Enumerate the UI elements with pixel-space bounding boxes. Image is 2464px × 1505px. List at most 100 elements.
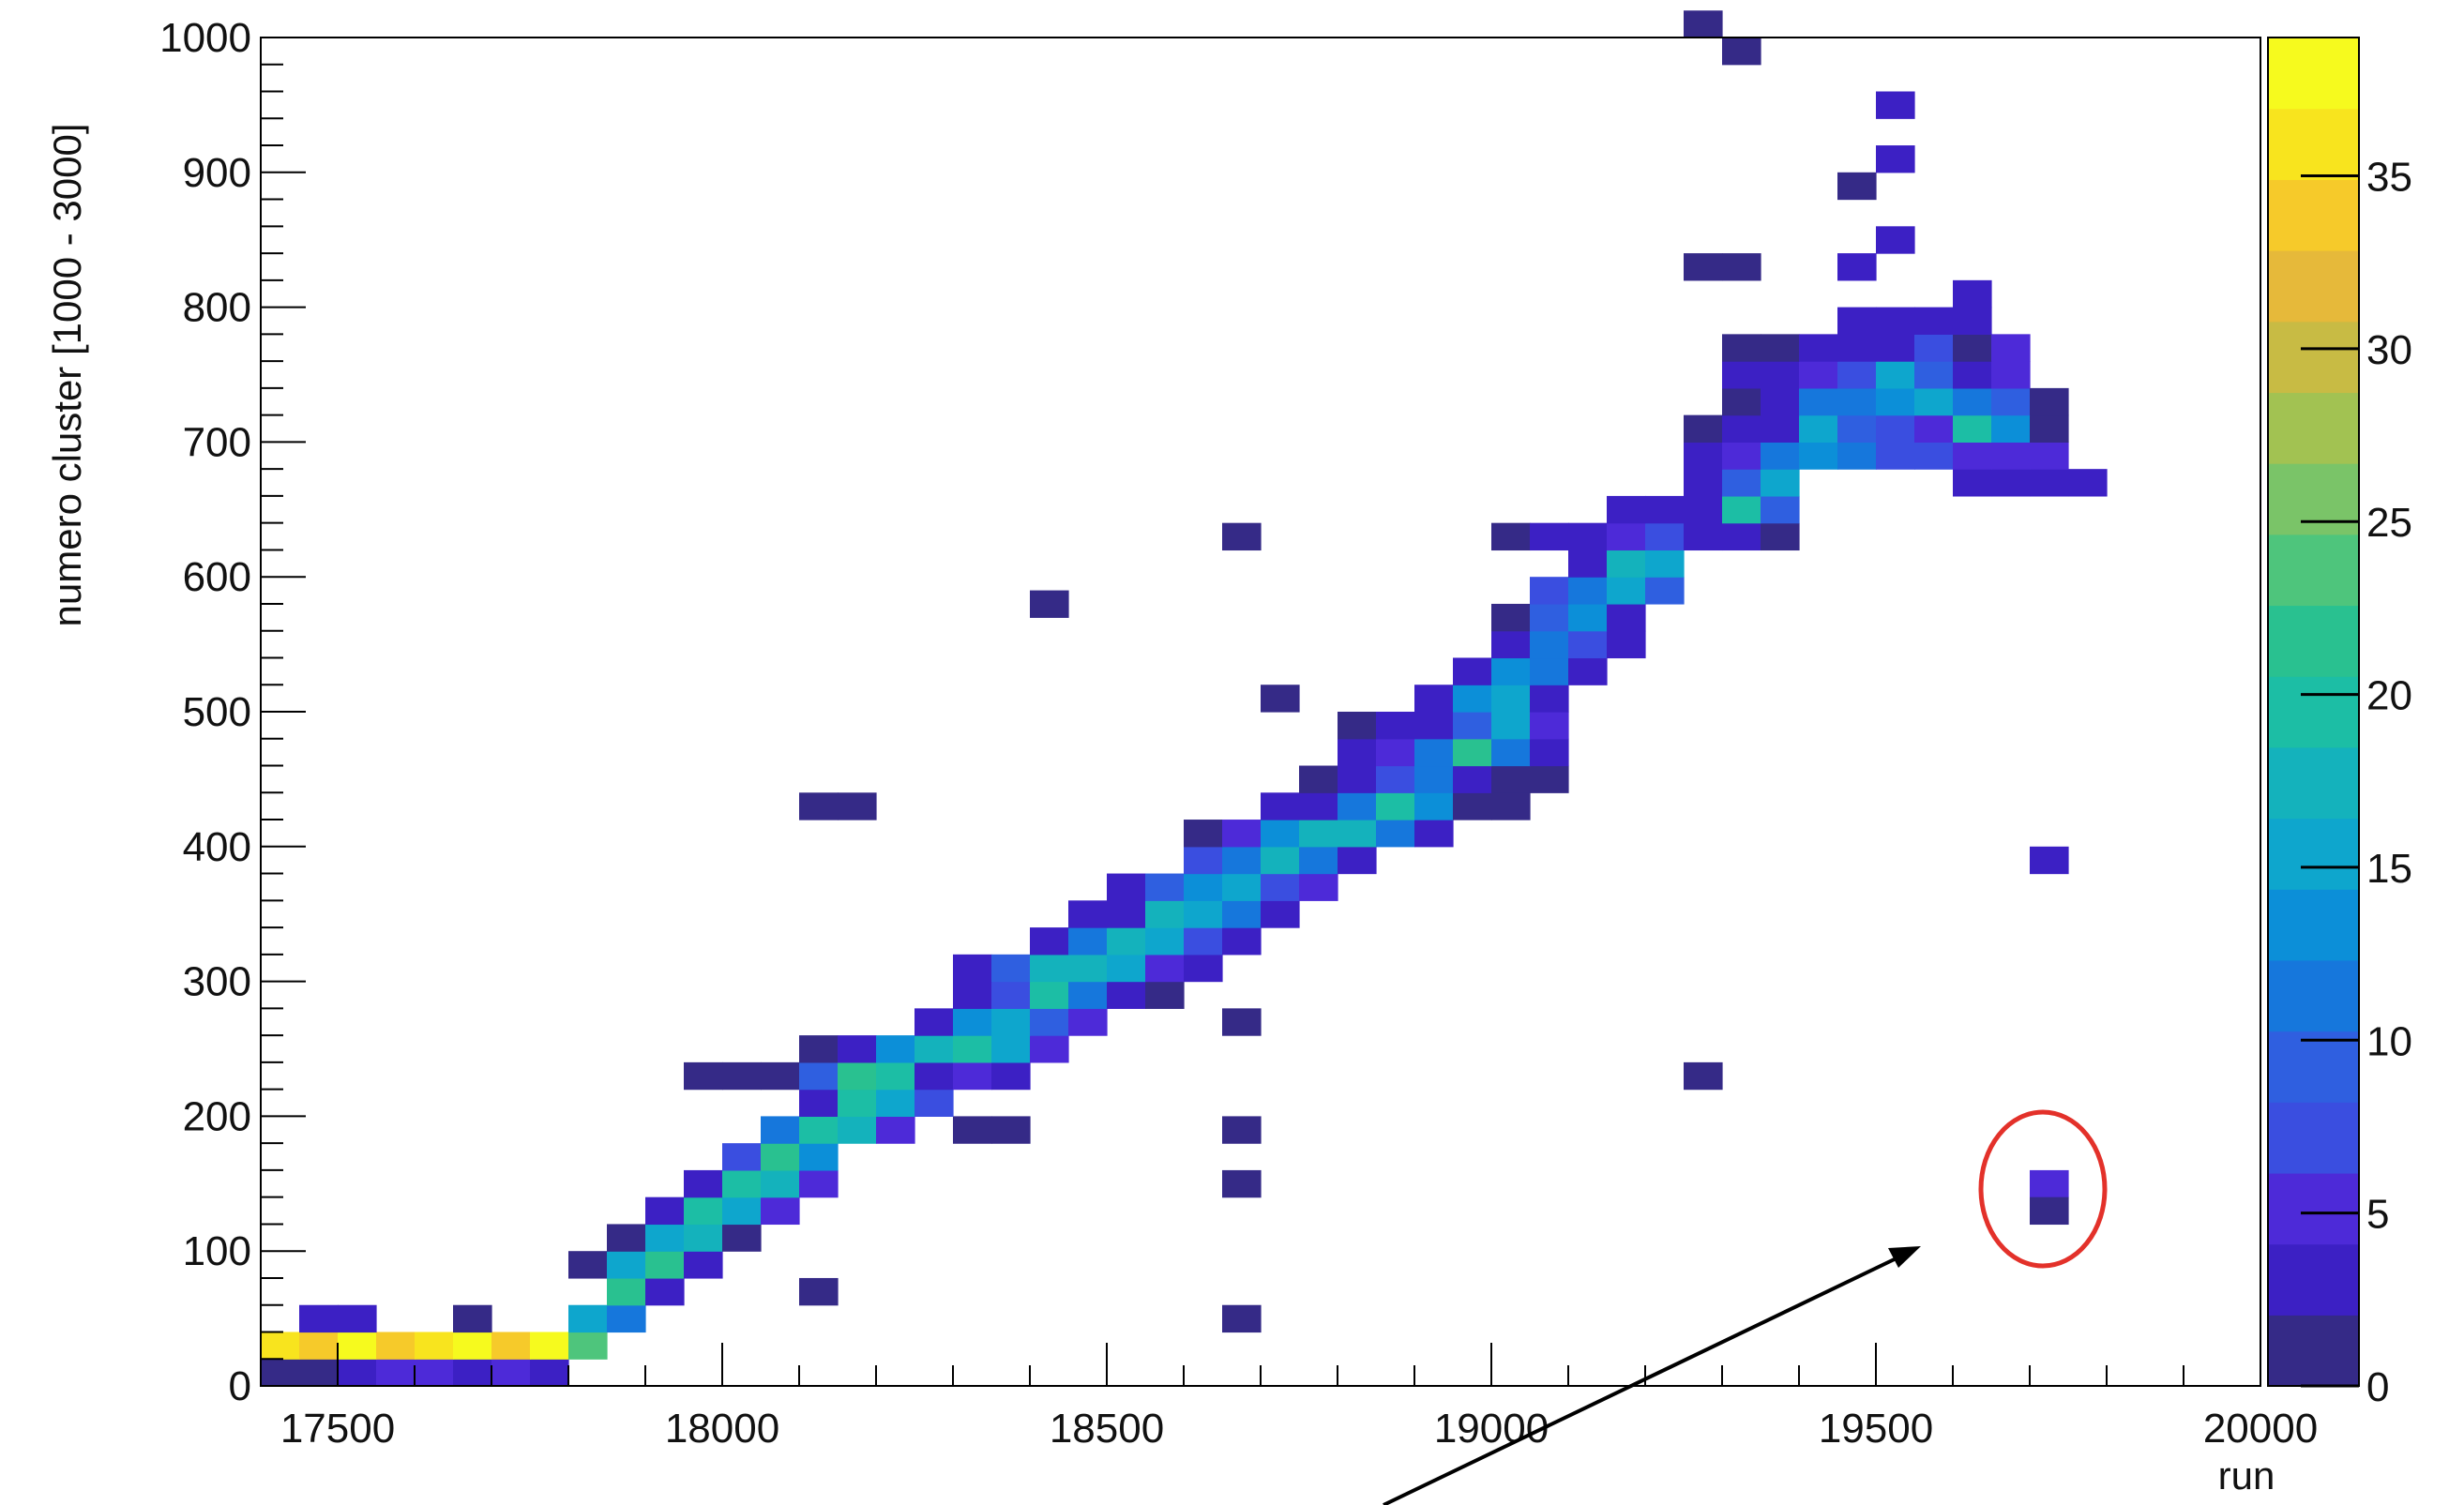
heatmap-cell [991,1008,1031,1036]
annotation-circle [1978,1109,2108,1269]
heatmap-cell [915,1008,954,1036]
heatmap-cell [1299,765,1338,793]
heatmap-cell [1837,334,1877,362]
heatmap-cell [1145,981,1185,1009]
heatmap-cell [1376,765,1415,793]
colorbar-swatch [2268,746,2359,820]
heatmap-cell [2030,387,2069,416]
heatmap-cell [799,1169,839,1198]
heatmap-cell [1491,603,1531,632]
heatmap-cell [1184,873,1223,901]
heatmap-cell [1607,630,1646,659]
heatmap-cell [491,1332,531,1360]
heatmap-cell [1414,765,1454,793]
heatmap-cell [722,1061,762,1091]
heatmap-cell [1261,846,1300,875]
heatmap-cell [915,1035,954,1063]
heatmap-cell [1030,590,1069,618]
heatmap-cell [1568,577,1608,605]
heatmap-cell [1491,792,1531,820]
heatmap-cell [953,981,992,1009]
heatmap-cell [1222,820,1262,848]
x-axis: 17500 18000 18500 19000 19500 20000 [260,1343,2318,1452]
heatmap-cell [338,1332,377,1360]
heatmap-cell [453,1304,492,1333]
y-tick-label: 200 [183,1093,251,1139]
colorbar-swatch [2268,392,2359,464]
colorbar-tick-label: 5 [2366,1192,2389,1238]
heatmap-cell [1953,414,1992,443]
y-tick-label: 800 [183,285,251,331]
heatmap-cell [1837,387,1877,416]
heatmap-cell [1338,738,1377,767]
heatmap-cell [1914,442,1954,470]
heatmap-cell [2068,469,2108,497]
y-tick-label: 400 [183,824,251,870]
heatmap-cell [991,1035,1031,1063]
heatmap-cell [1491,712,1531,740]
x-tick-label: 17500 [280,1406,395,1452]
heatmap-cell [1414,685,1454,713]
heatmap-cell [568,1251,608,1279]
heatmap-cell [953,1035,992,1063]
heatmap-cell [1645,549,1685,578]
heatmap-cell [2030,1169,2069,1198]
heatmap-cell [722,1196,762,1226]
heatmap-cell [1414,792,1454,820]
heatmap-cell [1299,846,1338,875]
heatmap-cell [299,1332,339,1360]
heatmap-cell [1376,792,1415,820]
heatmap-cell [1530,712,1569,740]
heatmap-cell [1761,361,1800,389]
heatmap-cell [1837,414,1877,443]
heatmap-cell [1414,820,1454,848]
heatmap-cell [1876,361,1915,389]
heatmap-cell [1991,334,2031,362]
heatmap-cell [1030,954,1069,983]
heatmap-cell [1645,577,1685,605]
heatmap-cell [1837,172,1877,201]
heatmap-cell [1991,361,2031,389]
heatmap-cell [607,1277,646,1306]
heatmap-cell [876,1061,915,1091]
heatmap-cell [1453,765,1492,793]
heatmap-cell [1953,361,1992,389]
heatmap-cell [876,1116,915,1144]
heatmap-cell [1107,981,1146,1009]
heatmap-cell [1261,820,1300,848]
heatmap-cell [1068,981,1108,1009]
heatmap-cell [1568,657,1608,685]
heatmap-cell [261,1359,300,1387]
heatmap-cell [761,1116,800,1144]
heatmap-cell [1799,387,1838,416]
y-tick-label: 900 [183,150,251,196]
heatmap-cell [1684,522,1723,551]
heatmap-cell [1684,253,1723,281]
annotation-arrow [1383,1246,1921,1505]
heatmap-cell [1568,603,1608,632]
heatmap-cell [1722,469,1761,497]
heatmap-cell [453,1359,492,1387]
heatmap-cell [1338,792,1377,820]
heatmap-cell [1722,38,1761,66]
heatmap-cell [1453,712,1492,740]
heatmap-cell [1222,522,1262,551]
colorbar-swatch [2268,1031,2359,1103]
heatmap-cell [1722,522,1761,551]
heatmap-cell [1530,577,1569,605]
heatmap-cell [2030,469,2069,497]
colorbar-tick-label: 25 [2366,500,2412,546]
heatmap-cell [799,792,839,820]
heatmap-cell [1453,738,1492,767]
heatmap-cell [1145,927,1185,956]
x-tick-label: 19500 [1819,1406,1933,1452]
heatmap-cell [1376,738,1415,767]
heatmap-cell [991,1116,1031,1144]
heatmap-cell [1222,1169,1262,1198]
heatmap-cell [1491,738,1531,767]
heatmap-cell [953,1116,992,1144]
heatmap-cell [799,1089,839,1117]
colorbar-swatch [2268,605,2359,677]
heatmap-cell [684,1224,723,1252]
